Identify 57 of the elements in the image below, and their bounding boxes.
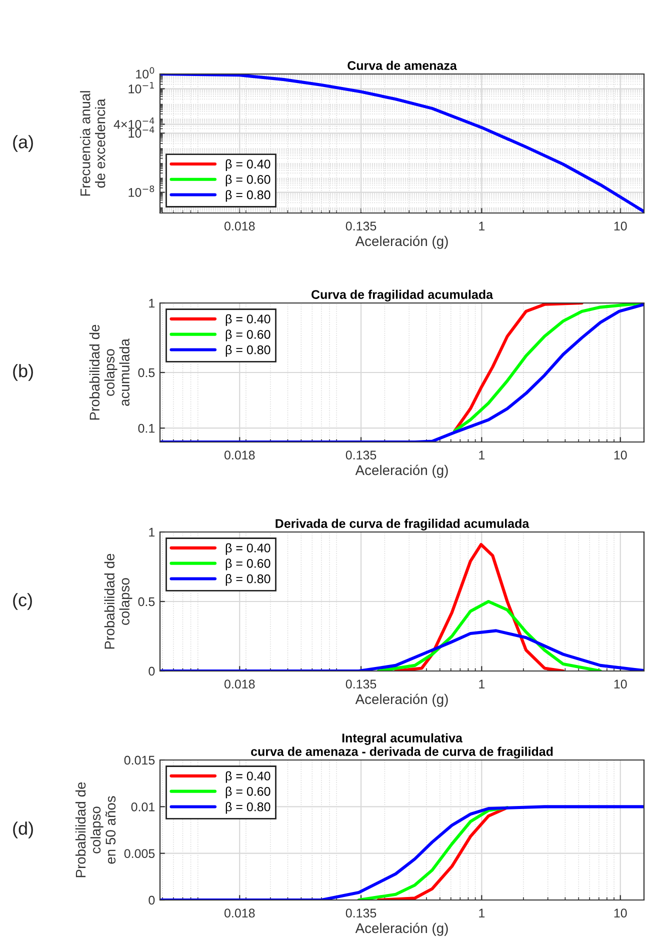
x-tick-label: 10 [614,450,627,460]
legend-label: β = 0.60 [226,786,270,798]
text: (a) [13,135,33,152]
y-axis-title: Probabilidad de colapso [104,554,132,649]
legend-label: β = 0.40 [226,771,270,783]
y-tick-label: 0 [148,666,155,676]
x-tick-label: 10 [614,908,627,918]
x-tick-label: 0.135 [346,680,376,689]
x-tick-label: 0.135 [346,222,376,231]
legend-label: β = 0.80 [226,802,270,814]
y-tick-label: 0.1 [138,424,155,433]
x-axis-title: Aceleración (g) [355,922,448,936]
y-axis-title: Probabilidad de colapso acumulada [89,324,130,420]
legend-label: β = 0.60 [226,558,270,570]
x-tick-label: 10 [614,680,627,689]
y-tick-label: 10$^{−1}$ [128,82,154,94]
legend-label: β = 0.80 [226,190,270,202]
text: (d) [13,822,33,838]
legend-label: β = 0.80 [226,345,270,357]
y-tick-label: 10$^{0}$ [136,67,154,79]
y-tick-label: 10$^{−8}$ [128,185,154,197]
y-axis-title: Probabilidad de colapso en 50 años [75,782,116,878]
x-axis-title: Aceleración (g) [355,694,448,707]
x-tick-label: 0.018 [224,680,255,689]
y-tick-label: 1 [149,528,155,537]
x-tick-label: 0.135 [346,450,376,460]
chart-title: Integral acumulativa curva de amenaza - derivada de curva de fragilidad [251,733,553,758]
x-tick-label: 0.018 [224,908,255,918]
x-axis-title: Aceleración (g) [355,236,448,249]
y-tick-label: 0.01 [131,802,155,812]
chart-title: Derivada de curva de fragilidad acumulada [276,518,530,530]
legend-label: β = 0.40 [226,159,270,171]
legend-label: β = 0.80 [226,574,270,586]
y-axis-title: Frecuencia anual de excedencia [80,91,106,196]
x-tick-label: 0.018 [224,450,255,460]
x-tick-label: 0.135 [346,908,376,918]
y-tick-label: 0.5 [138,368,155,378]
text: (b) [13,364,33,381]
chart-title: Curva de amenaza [348,60,457,70]
x-tick-label: 1 [479,222,485,230]
y-tick-label: 0.005 [124,849,155,858]
x-tick-label: 10 [614,222,627,231]
x-axis-title: Aceleración (g) [355,464,448,478]
chart-title: Curva de fragilidad acumulada [312,290,494,302]
x-tick-label: 1 [479,450,485,460]
x-tick-label: 1 [479,680,485,688]
y-tick-label: 1 [149,298,155,308]
y-tick-label: 0 [148,896,155,905]
text: (c) [13,593,32,610]
legend-label: β = 0.40 [226,543,270,555]
y-tick-label: 0.5 [138,597,155,606]
y-tick-label: 0.015 [124,756,155,765]
legend-label: β = 0.60 [226,330,270,342]
legend-label: β = 0.40 [226,314,270,326]
x-tick-label: 1 [479,908,485,918]
legend-label: β = 0.60 [226,174,270,186]
x-tick-label: 0.018 [224,222,255,231]
